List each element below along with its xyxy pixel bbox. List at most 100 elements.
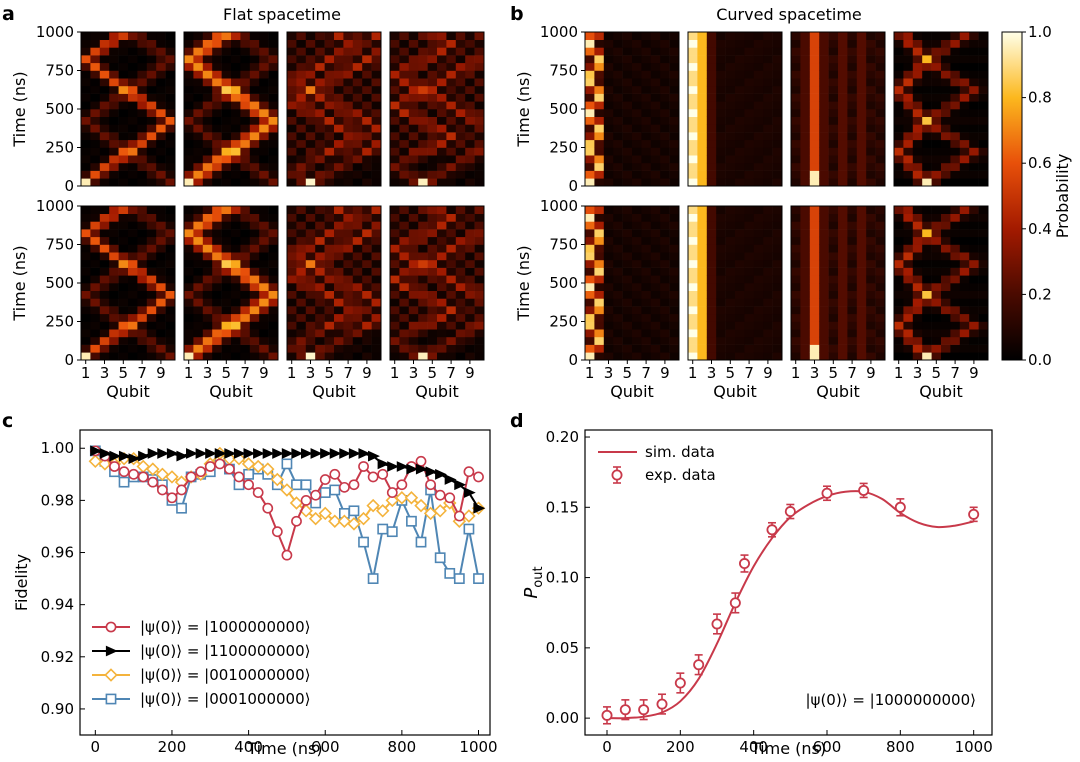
heatmap-cell: [716, 55, 726, 64]
heatmap-cell: [240, 62, 251, 71]
heatmap-cell: [118, 109, 129, 117]
data-point: [176, 450, 189, 462]
heatmap-cell: [978, 139, 989, 148]
heatmap-cell: [735, 283, 745, 291]
heatmap-cell: [735, 244, 745, 253]
data-point: [347, 517, 361, 531]
heatmap-cell: [622, 85, 633, 94]
heatmap-cell: [660, 321, 670, 330]
heatmap-cell: [212, 124, 222, 133]
heatmap-cell: [847, 344, 858, 353]
heatmap-cell: [894, 109, 904, 117]
heatmap-cell: [866, 283, 876, 291]
heatmap-cell: [660, 329, 670, 338]
heatmap-cell: [146, 290, 157, 299]
heatmap-cell: [725, 39, 736, 48]
heatmap-cell: [202, 352, 213, 361]
heatmap-cell: [465, 78, 475, 87]
heatmap-cell: [650, 290, 661, 299]
heatmap-cell: [137, 124, 148, 133]
heatmap-cell: [128, 85, 138, 94]
heatmap-cell: [352, 47, 363, 56]
heatmap-cell: [287, 139, 297, 148]
x-tick-label: 1: [585, 364, 595, 382]
heatmap-cell: [828, 352, 839, 361]
heatmap-cell: [99, 306, 110, 315]
heatmap-cell: [894, 62, 904, 71]
heatmap-cell: [296, 306, 307, 315]
heatmap-cell: [585, 321, 595, 330]
heatmap-cell: [156, 298, 166, 307]
heatmap-cell: [268, 306, 279, 315]
heatmap-cell: [716, 170, 726, 179]
heatmap-cell: [193, 252, 204, 261]
heatmap-cell: [772, 352, 783, 361]
heatmap-cell: [819, 298, 829, 307]
heatmap-cell: [184, 101, 194, 110]
heatmap-cell: [763, 313, 773, 322]
heatmap-cell: [193, 39, 204, 48]
heatmap-cell: [950, 85, 961, 94]
heatmap-cell: [81, 236, 91, 245]
heatmap-cell: [613, 85, 623, 94]
heatmap-cell: [716, 162, 726, 171]
heatmap-cell: [305, 32, 316, 40]
heatmap-cell: [156, 252, 166, 261]
heatmap-cell: [165, 290, 176, 299]
heatmap-cell: [669, 259, 680, 268]
heatmap-cell: [641, 93, 652, 102]
heatmap-cell: [296, 178, 307, 187]
heatmap-cell: [744, 306, 755, 315]
heatmap-cell: [706, 32, 717, 40]
heatmap-cell: [922, 93, 932, 102]
heatmap-cell: [650, 124, 661, 133]
heatmap-cell: [819, 283, 829, 291]
y-tick-label: 0.98: [41, 491, 74, 509]
heatmap-cell: [753, 329, 764, 338]
heatmap-cell: [866, 85, 876, 94]
x-tick-label: 7: [744, 364, 754, 382]
heatmap-cell: [866, 313, 876, 322]
heatmap-cell: [800, 116, 811, 125]
heatmap-cell: [259, 101, 269, 110]
heatmap-cell: [390, 170, 400, 179]
heatmap-cell: [371, 62, 382, 71]
heatmap-cell: [81, 101, 91, 110]
heatmap-cell: [828, 170, 839, 179]
heatmap-cell: [474, 147, 485, 156]
heatmap-cell: [371, 329, 382, 338]
heatmap-cell: [753, 213, 764, 222]
data-point: [281, 448, 294, 459]
heatmap-cell: [688, 252, 698, 261]
heatmap-cell: [622, 78, 633, 87]
heatmap-cell: [744, 62, 755, 71]
heatmap-cell: [212, 101, 222, 110]
heatmap-cell: [465, 313, 475, 322]
heatmap-cell: [772, 39, 783, 48]
heatmap-cell: [594, 352, 605, 361]
heatmap-cell: [809, 329, 820, 338]
heatmap-cell: [371, 321, 382, 330]
heatmap-cell: [594, 267, 605, 276]
heatmap-cell: [221, 109, 232, 117]
heatmap-cell: [259, 162, 269, 171]
heatmap-cell: [128, 236, 138, 245]
heatmap-cell: [446, 132, 457, 141]
heatmap-cell: [706, 313, 717, 322]
heatmap-cell: [650, 336, 661, 345]
heatmap-cell: [735, 275, 745, 284]
x-tick-label: 7: [847, 364, 857, 382]
heatmap-cell: [894, 344, 904, 353]
heatmap-cell: [772, 275, 783, 284]
data-point: [251, 459, 265, 474]
heatmap-cell: [809, 344, 820, 353]
heatmap-cell: [950, 139, 961, 148]
heatmap-cell: [90, 336, 101, 345]
heatmap-cell: [688, 155, 698, 164]
heatmap-cell: [931, 78, 942, 87]
heatmap-cell: [912, 259, 923, 268]
heatmap-cell: [390, 47, 400, 56]
heatmap-cell: [334, 116, 344, 125]
heatmap-cell: [212, 116, 222, 125]
